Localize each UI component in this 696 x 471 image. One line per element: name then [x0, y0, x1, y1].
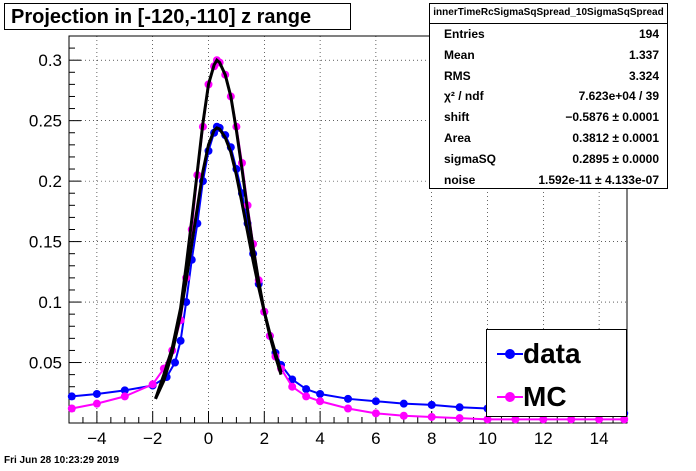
data-point-mc — [67, 404, 76, 413]
stats-value: 0.3812 ± 0.0001 — [572, 130, 659, 145]
data-point-mc — [399, 411, 408, 420]
stats-title: innerTimeRcSigmaSqSpread_10SigmaSqSpread — [430, 4, 667, 24]
stats-value: 3.324 — [628, 68, 659, 83]
data-point-mc — [148, 380, 157, 389]
data-point-data — [120, 386, 129, 395]
data-point-mc — [455, 414, 464, 423]
legend-entry-data: data — [487, 334, 626, 374]
data-point-mc — [302, 392, 311, 401]
stats-label: shift — [444, 110, 470, 125]
stats-row-sigmasq: sigmaSQ 0.2895 ± 0.0000 — [430, 149, 667, 170]
x-tick-label: 6 — [371, 429, 380, 448]
stats-value: 194 — [638, 27, 659, 41]
data-point-data — [427, 400, 436, 409]
x-tick-label: 4 — [315, 429, 324, 448]
legend: data MC — [486, 329, 627, 417]
y-tick-label: 0.3 — [38, 51, 62, 70]
data-point-data — [399, 399, 408, 408]
fit-curve — [154, 57, 283, 400]
data-point-mc — [288, 382, 297, 391]
data-point-mc — [344, 404, 352, 413]
stats-label: sigmaSQ — [444, 151, 497, 166]
stats-row-shift: shift −0.5876 ± 0.0001 — [430, 107, 667, 128]
data-point-mc — [595, 415, 604, 424]
stats-label: noise — [444, 172, 476, 187]
axis-ticks: −4 −2 0 2 4 6 8 10 12 14 0.05 0.1 0.15 0.2 0.25 0.3 — [29, 35, 628, 448]
stats-row-rms: RMS 3.324 — [430, 66, 667, 87]
legend-label: MC — [523, 381, 567, 412]
stats-label: RMS — [444, 68, 471, 83]
data-point-data — [92, 389, 101, 398]
data-point-data — [371, 397, 380, 406]
stats-row-area: Area 0.3812 ± 0.0001 — [430, 128, 667, 149]
stats-box: innerTimeRcSigmaSqSpread_10SigmaSqSpread… — [429, 3, 668, 189]
legend-entry-mc: MC — [487, 377, 626, 417]
y-tick-label: 0.25 — [29, 112, 62, 131]
data-point-data — [455, 403, 464, 412]
stats-label: Area — [444, 130, 471, 145]
data-point-mc — [620, 415, 629, 424]
data-series — [67, 56, 629, 424]
y-tick-label: 0.2 — [38, 172, 62, 191]
stats-value: −0.5876 ± 0.0001 — [565, 110, 659, 125]
data-point-data — [176, 336, 185, 345]
legend-dot-marker — [505, 392, 515, 402]
data-point-mc — [92, 399, 101, 408]
data-point-data — [171, 358, 180, 367]
stats-row-mean: Mean 1.337 — [430, 45, 667, 66]
stats-label: χ² / ndf — [444, 89, 484, 104]
data-point-mc — [511, 415, 520, 424]
x-tick-label: 2 — [260, 429, 269, 448]
x-tick-label: −4 — [87, 429, 106, 448]
data-point-data — [288, 375, 297, 384]
x-tick-label: −2 — [143, 429, 162, 448]
stats-value: 0.2895 ± 0.0000 — [572, 151, 659, 166]
data-point-mc — [316, 397, 325, 406]
data-point-mc — [539, 415, 548, 424]
stats-row-chi2: χ² / ndf 7.623e+04 / 39 — [430, 86, 667, 107]
stats-value: 1.592e-11 ± 4.133e-07 — [538, 172, 659, 187]
data-point-data — [67, 392, 76, 401]
x-tick-label: 0 — [204, 429, 213, 448]
data-point-mc — [567, 415, 576, 424]
data-point-data — [344, 394, 352, 403]
data-point-mc — [371, 409, 380, 418]
stats-value: 1.337 — [628, 47, 659, 62]
y-tick-label: 0.05 — [29, 354, 62, 373]
stats-value: 7.623e+04 / 39 — [578, 89, 659, 104]
stats-label: Entries — [444, 27, 485, 41]
fit-curve — [154, 126, 283, 400]
y-tick-label: 0.15 — [29, 233, 62, 252]
data-point-mc — [427, 412, 436, 421]
x-tick-label: 10 — [478, 429, 497, 448]
stats-row-noise: noise 1.592e-11 ± 4.133e-07 — [430, 170, 667, 191]
legend-label: data — [523, 338, 581, 369]
chart-title: Projection in [-120,-110] z range — [4, 3, 351, 30]
x-tick-label: 12 — [534, 429, 553, 448]
x-tick-label: 14 — [590, 429, 609, 448]
data-point-data — [302, 385, 311, 394]
stats-row-entries: Entries 194 — [430, 24, 667, 45]
legend-dot-marker — [505, 349, 515, 359]
data-point-data — [316, 389, 325, 398]
y-tick-label: 0.1 — [38, 293, 62, 312]
stats-label: Mean — [444, 47, 475, 62]
data-point-mc — [120, 392, 129, 401]
x-tick-label: 8 — [427, 429, 436, 448]
timestamp: Fri Jun 28 10:23:29 2019 — [4, 455, 120, 466]
data-point-mc — [483, 415, 492, 424]
